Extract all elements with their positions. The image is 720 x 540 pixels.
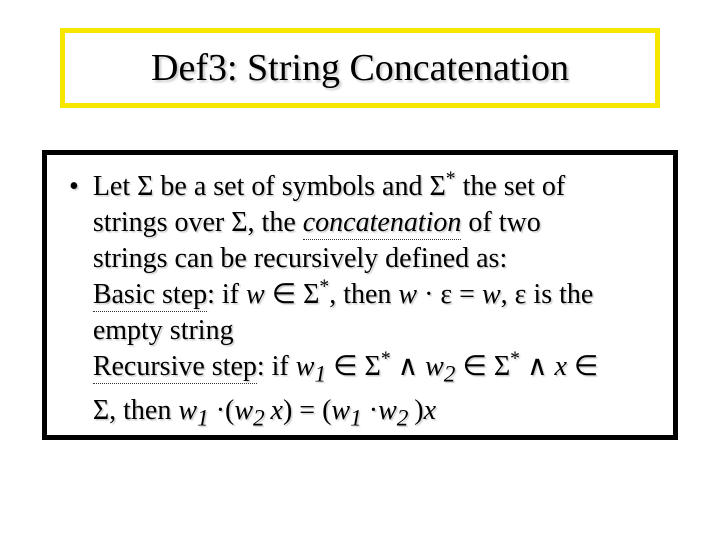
sub: 1 <box>314 362 326 388</box>
txt: strings can be recursively defined as: <box>93 243 507 274</box>
recursive-step-label: Recursive step <box>93 351 257 384</box>
txt: the set of <box>456 171 566 202</box>
txt: ) = ( <box>283 395 331 426</box>
txt: : if <box>207 279 246 310</box>
txt: ·( <box>209 395 235 426</box>
var-w: w <box>246 279 265 310</box>
txt: ) <box>414 395 423 426</box>
var-w: w <box>178 395 197 426</box>
var-w: w <box>234 395 253 426</box>
txt: · <box>362 395 378 426</box>
basic-step-label: Basic step <box>93 279 207 312</box>
var-w: w <box>482 279 501 310</box>
txt: ∈ Σ <box>455 351 510 382</box>
txt: ∈ Σ <box>265 279 320 310</box>
txt: ∧ <box>391 351 426 382</box>
sub: 1 <box>350 405 362 431</box>
slide-title: Def3: String Concatenation <box>151 46 569 90</box>
bullet-item: • Let Σ be a set of symbols and Σ* the s… <box>69 169 655 436</box>
txt: of two <box>461 207 540 238</box>
txt: , then <box>329 279 398 310</box>
txt: · ε = <box>417 279 482 310</box>
txt: ∈ Σ <box>326 351 381 382</box>
sub: 2 <box>444 362 456 388</box>
var-w: w <box>331 395 350 426</box>
txt: ∈ <box>567 351 598 382</box>
txt: ∧ <box>520 351 555 382</box>
var-w: w <box>398 279 417 310</box>
var-x: x <box>271 395 283 426</box>
concat-word: concatenation <box>303 207 462 240</box>
var-w: w <box>296 351 315 382</box>
txt: Σ, then <box>93 395 179 426</box>
star: * <box>319 277 329 298</box>
body-box: • Let Σ be a set of symbols and Σ* the s… <box>42 150 678 440</box>
sub: 2 <box>397 405 415 431</box>
body-content: Let Σ be a set of symbols and Σ* the set… <box>93 169 598 436</box>
txt: : if <box>257 351 296 382</box>
txt: strings over Σ, the <box>93 207 303 238</box>
var-x: x <box>424 395 436 426</box>
star: * <box>510 349 520 370</box>
bullet-char: • <box>69 169 79 205</box>
title-box: Def3: String Concatenation <box>60 28 660 108</box>
var-w: w <box>378 395 397 426</box>
sub: 2 <box>253 405 271 431</box>
var-w: w <box>425 351 444 382</box>
txt: Let Σ be a set of symbols and Σ <box>93 171 446 202</box>
sub: 1 <box>197 405 209 431</box>
star: * <box>381 349 391 370</box>
star: * <box>446 169 456 190</box>
txt: empty string <box>93 315 234 346</box>
txt: , ε is the <box>501 279 594 310</box>
var-x: x <box>554 351 566 382</box>
